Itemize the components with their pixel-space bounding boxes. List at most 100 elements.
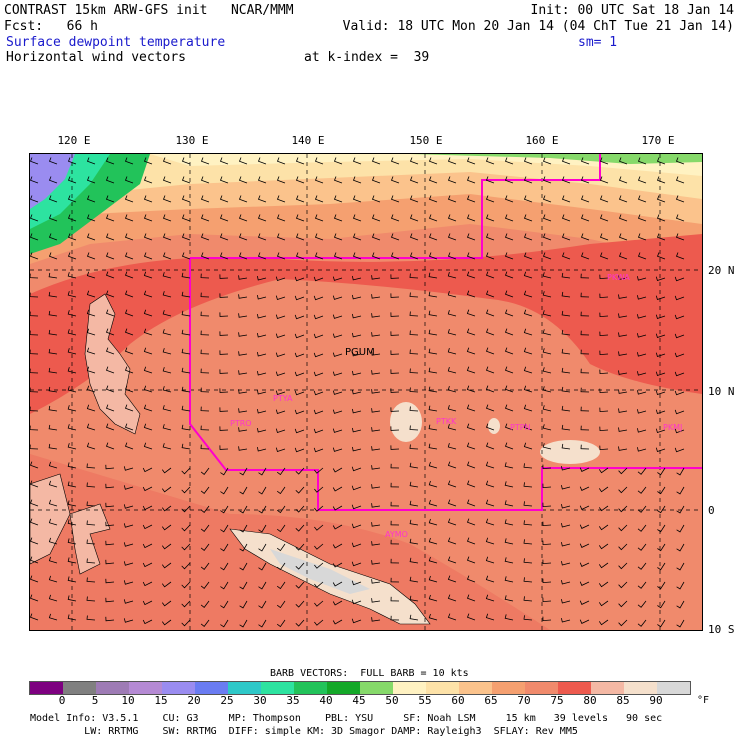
- wind-barb: [124, 328, 134, 336]
- wind-barb: [409, 500, 419, 507]
- wind-barb: [390, 369, 400, 374]
- wind-barb: [371, 579, 381, 584]
- wind-barb: [86, 347, 96, 355]
- wind-barb: [352, 427, 362, 433]
- wind-barb: [105, 385, 115, 393]
- wind-barb: [409, 595, 419, 602]
- wind-barb: [257, 195, 267, 203]
- wind-barb: [637, 619, 647, 627]
- wind-barb: [161, 543, 172, 550]
- wind-barb: [161, 505, 172, 512]
- wind-barb: [371, 332, 381, 337]
- wind-barb: [258, 505, 267, 514]
- wind-barb: [599, 293, 609, 299]
- wind-barb: [409, 519, 419, 526]
- wind-barb: [67, 291, 77, 298]
- wind-barb: [428, 310, 438, 317]
- wind-barb: [542, 348, 552, 355]
- colorbar-tick-label: 65: [484, 694, 498, 707]
- wind-barb: [142, 467, 153, 473]
- wind-barb: [238, 351, 248, 356]
- wind-barb: [86, 366, 96, 374]
- wind-barb: [675, 195, 685, 203]
- wind-barb: [428, 233, 438, 241]
- wind-barb: [485, 366, 495, 374]
- dewpoint-patch-80b: [488, 418, 500, 434]
- wind-barb: [332, 314, 343, 319]
- wind-barb: [313, 371, 324, 377]
- wind-barb: [447, 518, 457, 526]
- wind-barb: [637, 600, 647, 608]
- wind-barb: [124, 195, 134, 203]
- wind-barb: [428, 461, 438, 469]
- colorbar-tick-label: 60: [451, 694, 465, 707]
- wind-barb: [314, 486, 324, 493]
- station-label: PKWA: [607, 273, 630, 282]
- wind-barb: [67, 443, 77, 450]
- wind-barb: [485, 176, 495, 184]
- wind-barb: [579, 581, 590, 586]
- wind-barb: [30, 330, 39, 336]
- wind-barb: [30, 195, 39, 203]
- wind-barb: [219, 274, 229, 279]
- wind-barb: [257, 276, 267, 281]
- wind-barb: [523, 195, 533, 203]
- wind-barb: [542, 540, 552, 546]
- philippines-landmass: [84, 293, 141, 435]
- wind-barb: [618, 619, 628, 627]
- wind-barb: [239, 562, 248, 571]
- wind-barb: [390, 157, 400, 165]
- wind-barb: [561, 561, 571, 566]
- wind-barb: [523, 482, 533, 488]
- wind-barb: [580, 387, 590, 393]
- wind-barb: [30, 157, 39, 165]
- wind-barb: [371, 446, 381, 451]
- wind-barb: [200, 619, 210, 627]
- wind-barb: [200, 330, 210, 336]
- colorbar-tick-label: 20: [187, 694, 201, 707]
- wind-barb: [485, 290, 495, 298]
- wind-barb: [30, 292, 39, 298]
- wind-barb: [181, 543, 191, 551]
- wind-barb: [676, 524, 685, 533]
- wind-barb: [542, 502, 552, 508]
- wind-barb: [30, 176, 39, 184]
- wind-barb: [485, 233, 495, 241]
- wind-barb: [67, 500, 77, 507]
- station-label: AYMO: [385, 530, 408, 539]
- wind-barb: [48, 480, 58, 488]
- wind-barb: [504, 519, 514, 526]
- wind-barb: [294, 314, 305, 320]
- wind-barb: [142, 543, 153, 549]
- wind-barb: [390, 407, 400, 412]
- lat-label-0: 0: [708, 504, 715, 517]
- wind-barb: [181, 348, 191, 355]
- wind-barb: [466, 214, 476, 222]
- wind-barb: [295, 543, 305, 551]
- wind-barb: [618, 370, 628, 375]
- colorbar-tick-label: 0: [58, 694, 66, 707]
- wind-barb: [542, 597, 552, 603]
- wind-barb: [390, 539, 400, 545]
- colorbar-swatch: [591, 682, 624, 694]
- wind-barb: [333, 214, 343, 222]
- wind-barb: [295, 619, 305, 627]
- wind-barb: [579, 524, 590, 529]
- wind-barb: [181, 310, 191, 317]
- wind-barb: [542, 310, 552, 317]
- wind-barb: [48, 499, 58, 507]
- wind-barb: [371, 503, 381, 508]
- wind-barb: [676, 619, 685, 628]
- wind-barb: [504, 271, 514, 279]
- wind-barb: [86, 539, 96, 545]
- wind-barb: [657, 467, 666, 476]
- wind-barb: [220, 562, 229, 571]
- wind-barb: [542, 616, 552, 622]
- wind-barb: [162, 252, 172, 260]
- wind-barb: [314, 252, 324, 260]
- wind-barb: [352, 214, 362, 222]
- colorbar-swatch: [657, 682, 690, 694]
- colorbar-swatch: [525, 682, 558, 694]
- wind-barb: [124, 157, 134, 165]
- wind-barb: [390, 214, 400, 222]
